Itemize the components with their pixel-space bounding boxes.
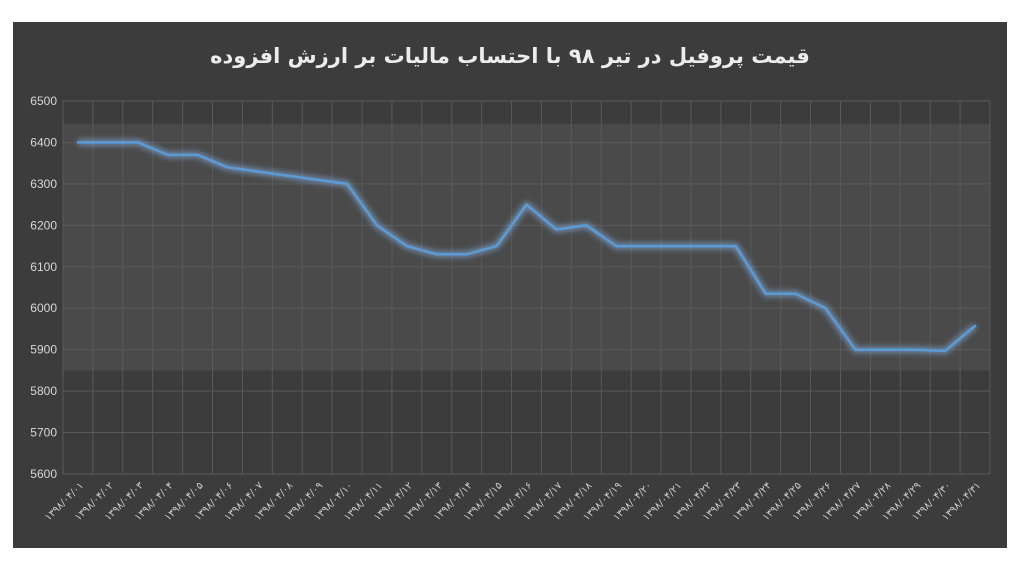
- data-point: [286, 174, 289, 177]
- data-point: [585, 224, 588, 227]
- data-point: [615, 244, 618, 248]
- y-tick-label: 6100: [30, 260, 57, 274]
- chart-title: قیمت پروفیل در تیر ۹۸ با احتساب مالیات ب…: [210, 44, 810, 68]
- data-point: [914, 348, 917, 351]
- plot-highlight-band: [63, 123, 990, 371]
- data-point: [435, 253, 438, 256]
- data-point: [166, 153, 169, 157]
- data-point: [943, 349, 947, 353]
- data-point: [315, 178, 319, 181]
- data-point: [854, 348, 857, 351]
- data-point: [226, 166, 229, 169]
- data-point: [674, 244, 678, 248]
- data-point: [136, 141, 139, 144]
- data-point: [704, 244, 708, 248]
- data-point: [375, 224, 379, 227]
- data-point: [525, 203, 528, 206]
- y-tick-label: 6400: [30, 135, 57, 149]
- y-tick-label: 5900: [30, 343, 57, 357]
- y-tick-label: 6200: [30, 218, 57, 232]
- data-point: [405, 244, 409, 248]
- data-point: [794, 292, 797, 295]
- data-point: [345, 182, 349, 186]
- data-point: [555, 228, 558, 231]
- data-point: [734, 244, 738, 248]
- data-point: [196, 153, 199, 157]
- data-point: [495, 244, 498, 248]
- data-point: [973, 324, 977, 328]
- y-tick-label: 6500: [30, 94, 57, 108]
- data-point: [644, 244, 648, 248]
- y-tick-label: 5700: [30, 426, 57, 440]
- y-tick-label: 6000: [30, 301, 57, 315]
- data-point: [465, 253, 468, 256]
- data-point: [256, 170, 259, 173]
- data-point: [824, 307, 827, 310]
- y-tick-label: 6300: [30, 177, 57, 191]
- data-point: [884, 348, 887, 351]
- y-tick-label: 5600: [30, 467, 57, 481]
- y-tick-label: 5800: [30, 384, 57, 398]
- data-point: [76, 141, 80, 144]
- data-point: [106, 141, 110, 144]
- data-point: [764, 292, 767, 295]
